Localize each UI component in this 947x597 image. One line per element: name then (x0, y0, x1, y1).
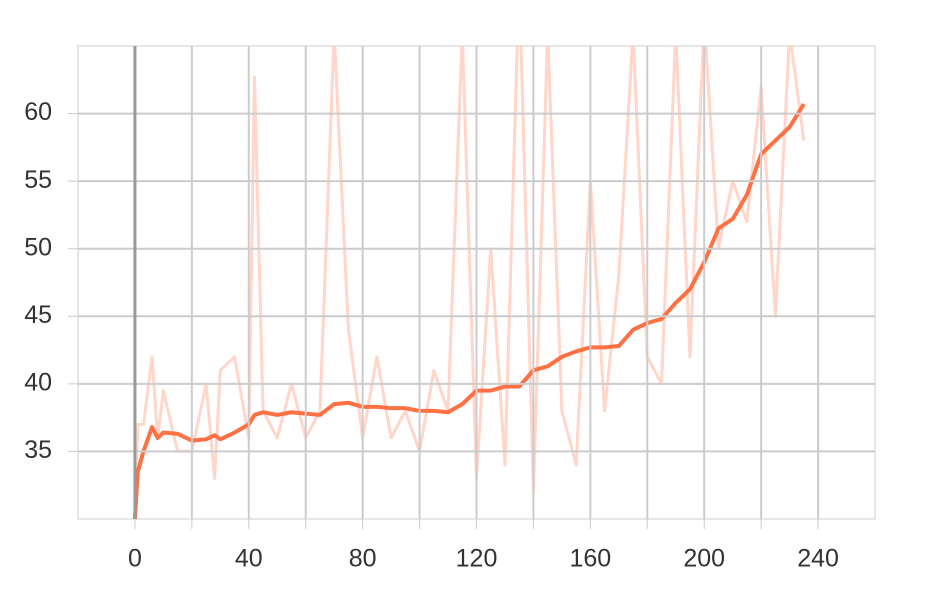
x-tick-label: 40 (235, 545, 263, 573)
y-tick-label: 35 (24, 436, 52, 464)
smoothed-line (132, 103, 806, 519)
x-tick-label: 0 (128, 545, 142, 573)
y-tick-label: 50 (24, 233, 52, 261)
x-tick-label: 240 (797, 545, 839, 573)
x-tick-label: 80 (349, 545, 377, 573)
x-tick-label: 120 (456, 545, 498, 573)
y-tick-label: 40 (24, 368, 52, 396)
x-tick-label: 200 (683, 545, 725, 573)
plot-area (132, 46, 806, 519)
y-tick-label: 45 (24, 301, 52, 329)
y-tick-label: 55 (24, 166, 52, 194)
x-tick-label: 160 (569, 545, 611, 573)
raw-line (133, 46, 806, 519)
y-tick-label: 60 (24, 98, 52, 126)
